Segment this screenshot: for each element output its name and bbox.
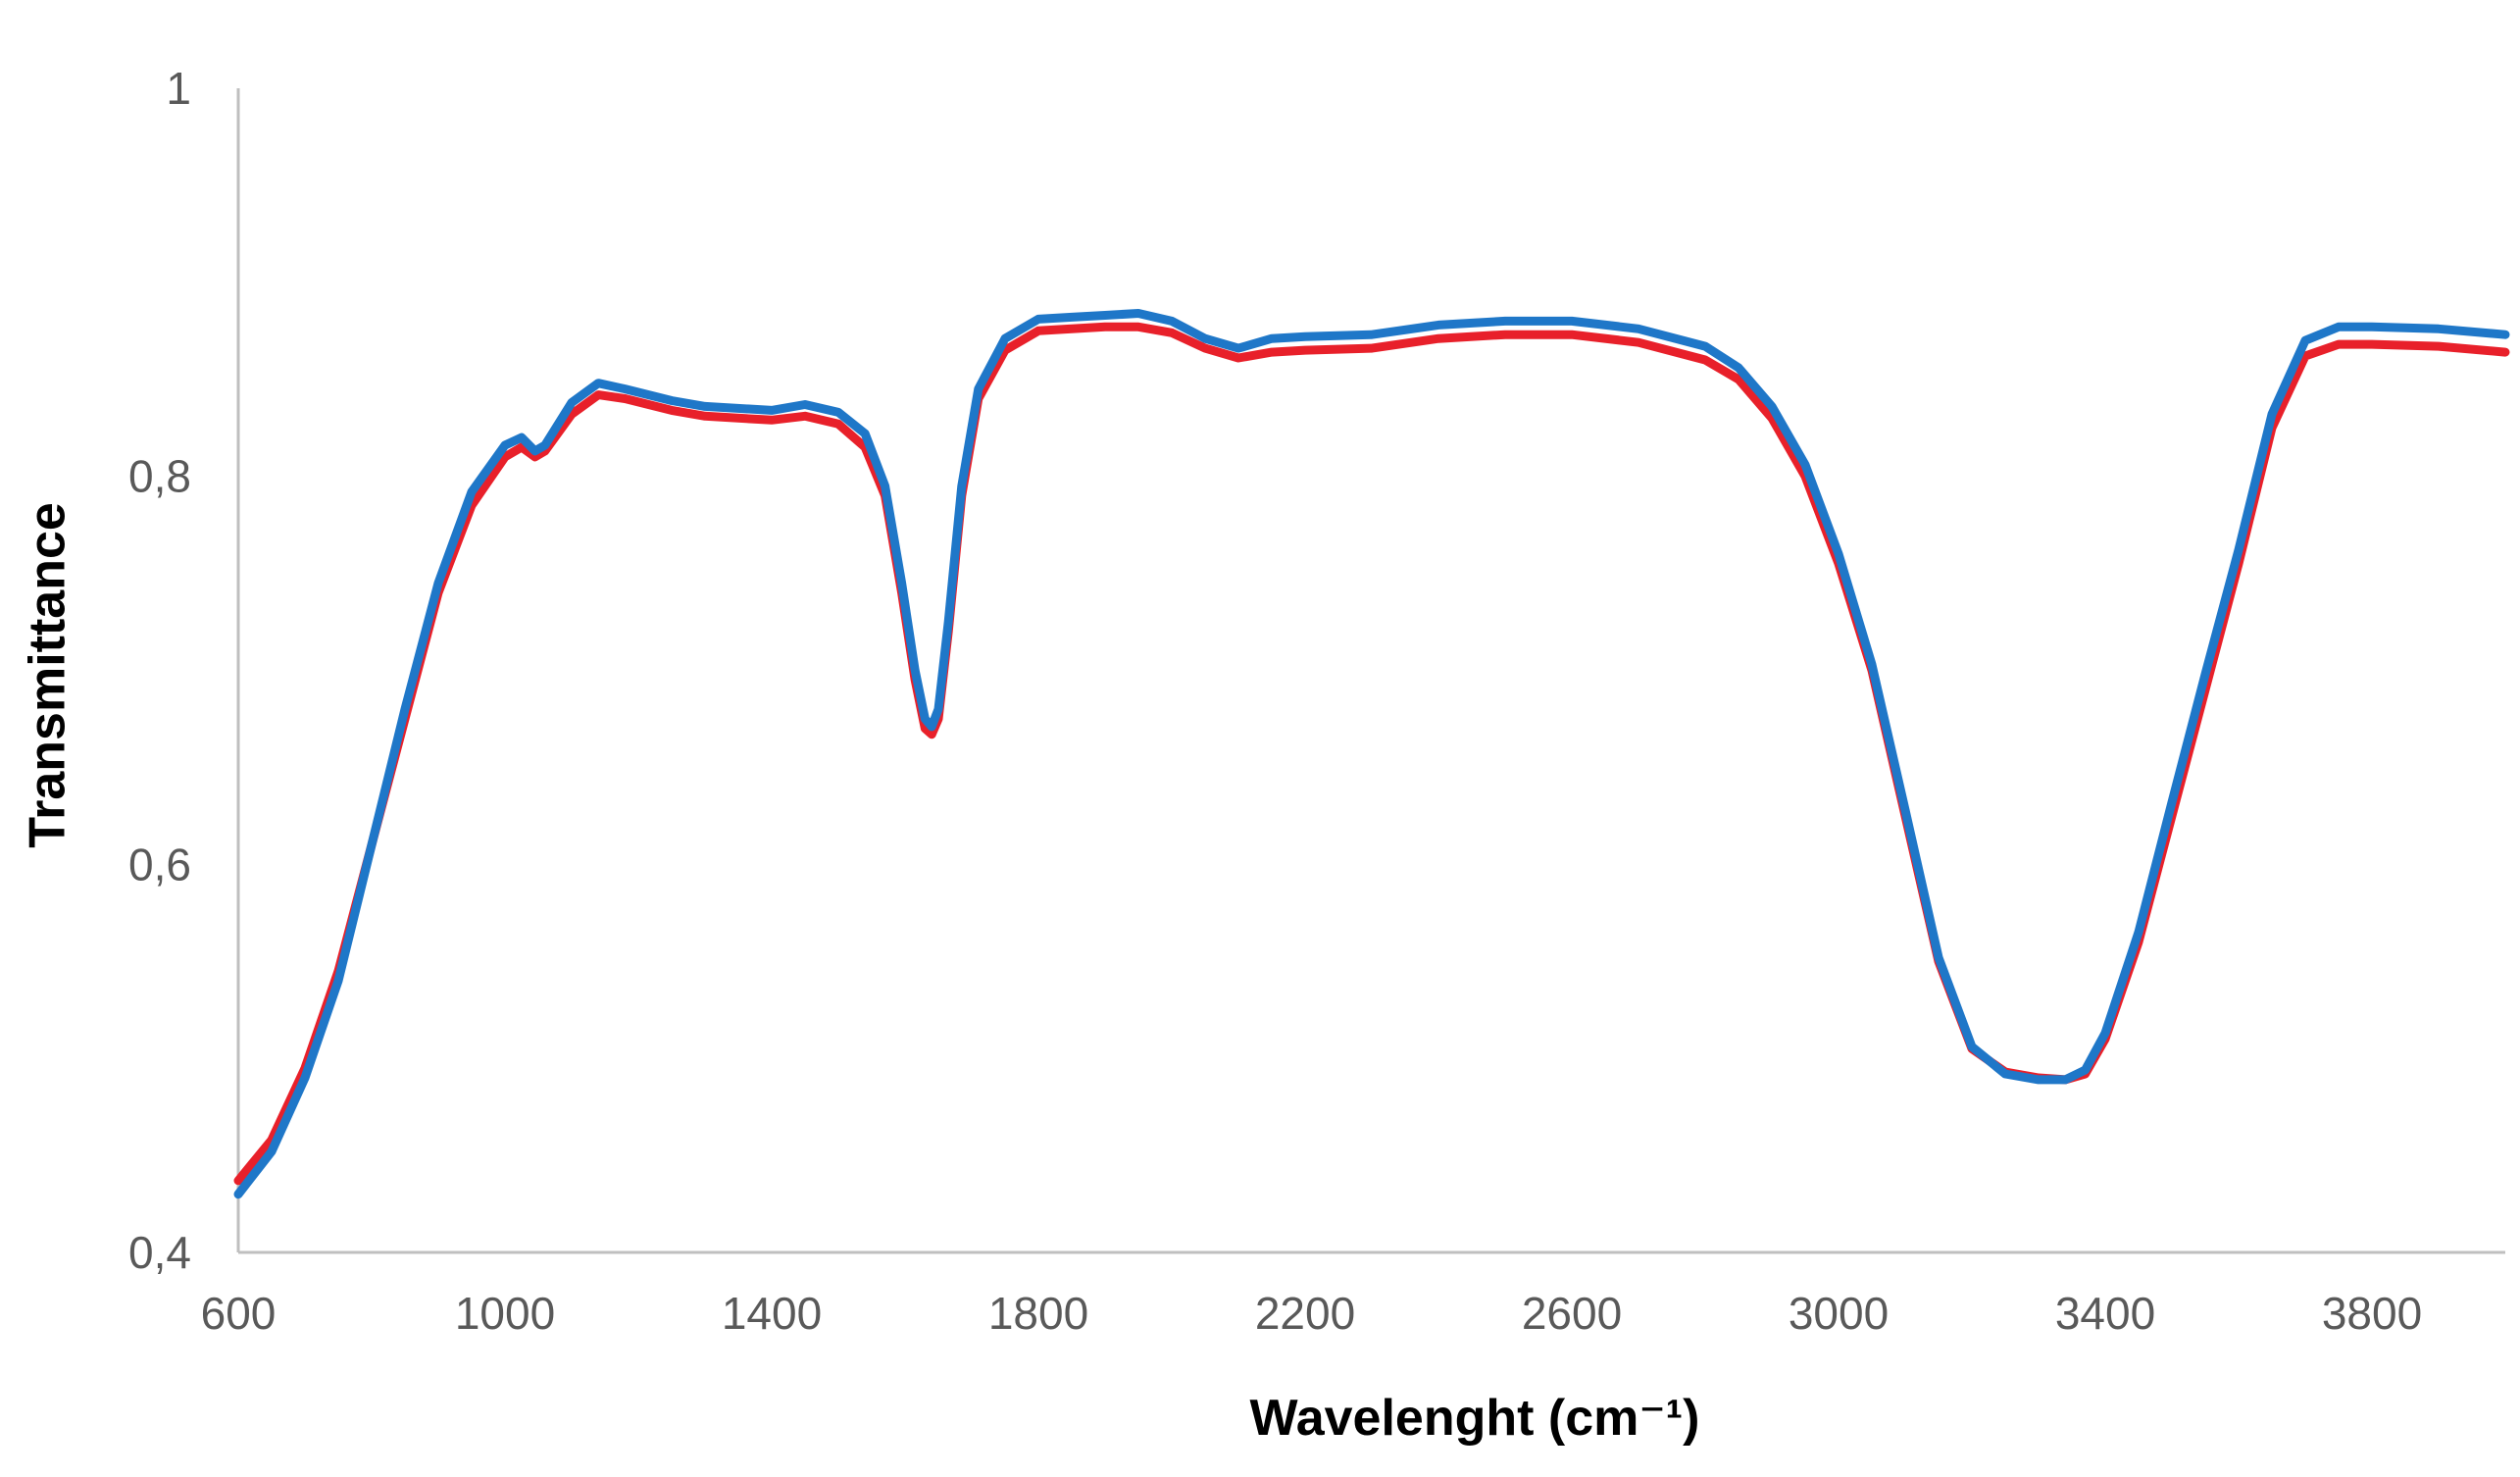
y-tick-label: 0,8 — [128, 451, 191, 502]
x-tick-label: 3400 — [2055, 1288, 2155, 1339]
x-tick-label: 2200 — [1255, 1288, 1355, 1339]
y-tick-label: 0,4 — [128, 1227, 191, 1278]
y-tick-label: 0,6 — [128, 839, 191, 890]
x-tick-label: 600 — [201, 1288, 277, 1339]
y-axis-ticks: 0,4 0,6 0,8 1 — [128, 63, 191, 1278]
x-tick-label: 1000 — [455, 1288, 555, 1339]
y-axis-title: Transmittance — [20, 502, 76, 848]
x-tick-label: 2600 — [1522, 1288, 1622, 1339]
x-tick-label: 1800 — [988, 1288, 1088, 1339]
series-red-line — [233, 322, 2510, 1186]
x-tick-label: 3000 — [1789, 1288, 1889, 1339]
y-tick-label: 1 — [166, 63, 191, 114]
x-tick-label: 3800 — [2322, 1288, 2422, 1339]
x-axis-ticks: 600 1000 1400 1800 2200 2600 3000 3400 3800 — [201, 1288, 2423, 1339]
series-blue-line — [233, 309, 2510, 1199]
series-group — [233, 309, 2510, 1199]
x-tick-label: 1400 — [722, 1288, 822, 1339]
x-axis-title: Wavelenght (cm⁻¹) — [1250, 1390, 1700, 1447]
